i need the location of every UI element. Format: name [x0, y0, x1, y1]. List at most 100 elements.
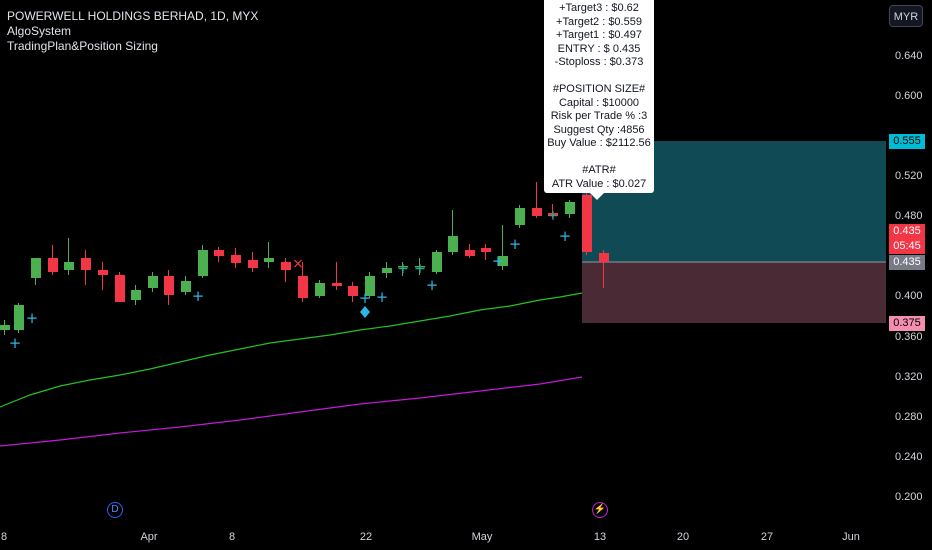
time-tick: 13 [593, 531, 607, 543]
tooltip-line: Buy Value : $2112.56 [547, 137, 651, 149]
bull-candle [382, 268, 392, 273]
bear-candle [115, 275, 125, 302]
price-tick: 0.400 [895, 290, 923, 302]
currency-button[interactable]: MYR [889, 5, 923, 27]
tooltip-line: +Target1 : $0.497 [556, 29, 642, 41]
target-price-label: 0.555 [889, 134, 925, 149]
bull-candle [14, 305, 24, 330]
dividend-event-badge[interactable]: D [107, 502, 123, 518]
bull-candle [181, 281, 191, 292]
price-tick: 0.320 [895, 371, 923, 383]
trade-plan-zones [582, 141, 886, 323]
bear-candle [248, 260, 258, 268]
bull-candle [515, 208, 525, 225]
tooltip-line: +Target2 : $0.559 [556, 15, 642, 28]
tooltip-line: ENTRY : $ 0.435 [557, 42, 641, 55]
chart-legend: POWERWELL HOLDINGS BERHAD, 1D, MYX AlgoS… [7, 9, 258, 54]
bear-candle [348, 286, 358, 296]
trade-plan-tooltip: +Target3 : $0.62 +Target2 : $0.559 +Target… [544, 0, 654, 193]
bull-candle [148, 276, 158, 288]
bull-candle [498, 256, 508, 266]
tooltip-line [544, 151, 654, 165]
bull-candle [415, 266, 425, 268]
price-tick: 0.520 [895, 170, 923, 182]
buy-signal-marker: + [26, 309, 39, 327]
price-tick: 0.480 [895, 210, 923, 222]
indicator-algosystem[interactable]: AlgoSystem [7, 24, 72, 38]
price-tick: 0.600 [895, 90, 923, 102]
price-tick: 0.280 [895, 411, 923, 423]
neutral-signal-marker: + [397, 261, 409, 277]
buy-signal-marker: + [192, 287, 205, 305]
bull-candle [448, 236, 458, 252]
stop-zone [582, 262, 886, 323]
tooltip-line: -Stoploss : $0.373 [554, 56, 644, 68]
price-tick: 0.640 [895, 50, 923, 62]
bear-candle [532, 208, 542, 216]
tooltip-line: Capital : $10000 [558, 96, 640, 109]
signal-markers: +++ + ++++ ++ ++× [9, 208, 572, 352]
bear-candle [548, 213, 558, 216]
buy-signal-marker: + [9, 334, 22, 352]
price-tick: 0.200 [895, 491, 923, 503]
time-tick: Apr [140, 531, 158, 543]
buy-signal-marker: + [359, 289, 372, 307]
moving-averages [0, 292, 583, 447]
bear-candle [231, 255, 241, 263]
bear-candle [81, 258, 91, 270]
bull-candle [264, 258, 274, 262]
diamond-signal-marker [360, 306, 370, 318]
bull-candle [398, 266, 408, 268]
bull-candle [198, 250, 208, 276]
bull-candle [0, 325, 10, 330]
bull-candle [432, 252, 442, 272]
indicator-tradingplan[interactable]: TradingPlan&Position Sizing [7, 39, 158, 53]
time-tick: May [471, 531, 493, 543]
neutral-signal-marker: + [414, 261, 426, 277]
tooltip-line [544, 70, 654, 84]
bull-candle [565, 202, 575, 214]
earnings-event-badge[interactable]: ⚡ [592, 502, 608, 518]
bear-candle [599, 253, 609, 262]
bear-candle [298, 276, 308, 298]
bear-candle [164, 276, 174, 295]
price-tick: 0.240 [895, 451, 923, 463]
bear-candle [481, 248, 491, 252]
tooltip-line: Suggest Qty :4856 [553, 123, 645, 136]
bull-candle [315, 283, 325, 296]
ema-fast-line [0, 292, 583, 408]
tooltip-line: Risk per Trade % :3 [550, 110, 648, 122]
bear-candle [48, 258, 58, 272]
buy-signal-marker: + [559, 227, 572, 245]
last-price-label: 0.435 [889, 224, 925, 239]
bear-candle [98, 270, 108, 275]
ema-slow-line [0, 376, 583, 447]
symbol-title[interactable]: POWERWELL HOLDINGS BERHAD, 1D, MYX [7, 9, 259, 23]
tooltip-line: #POSITION SIZE# [552, 83, 646, 95]
bear-candle [582, 195, 592, 252]
neutral-signal-marker: + [547, 208, 559, 224]
time-tick: Jun [842, 531, 860, 543]
time-tick: 8 [0, 531, 8, 543]
bear-candle [465, 250, 475, 256]
bear-candle [281, 262, 291, 270]
bear-candle [214, 250, 224, 256]
time-tick: 27 [760, 531, 774, 543]
bull-candle [64, 262, 74, 270]
entry-price-label: 0.435 [889, 255, 925, 270]
candlesticks [0, 182, 609, 335]
bear-candle [332, 283, 342, 286]
bull-candle [31, 258, 41, 278]
time-tick: 22 [359, 531, 373, 543]
tooltip-line: ATR Value : $0.027 [551, 177, 647, 190]
buy-signal-marker: + [509, 235, 522, 253]
buy-signal-marker: + [492, 252, 505, 270]
stop-price-label: 0.375 [889, 316, 925, 331]
buy-signal-marker: + [376, 288, 389, 306]
bar-countdown-label: 05:45 [889, 239, 925, 254]
time-tick: 8 [228, 531, 236, 543]
price-tick: 0.360 [895, 331, 923, 343]
sell-signal-marker: × [292, 256, 304, 272]
tooltip-line: +Target3 : $0.62 [559, 2, 639, 14]
